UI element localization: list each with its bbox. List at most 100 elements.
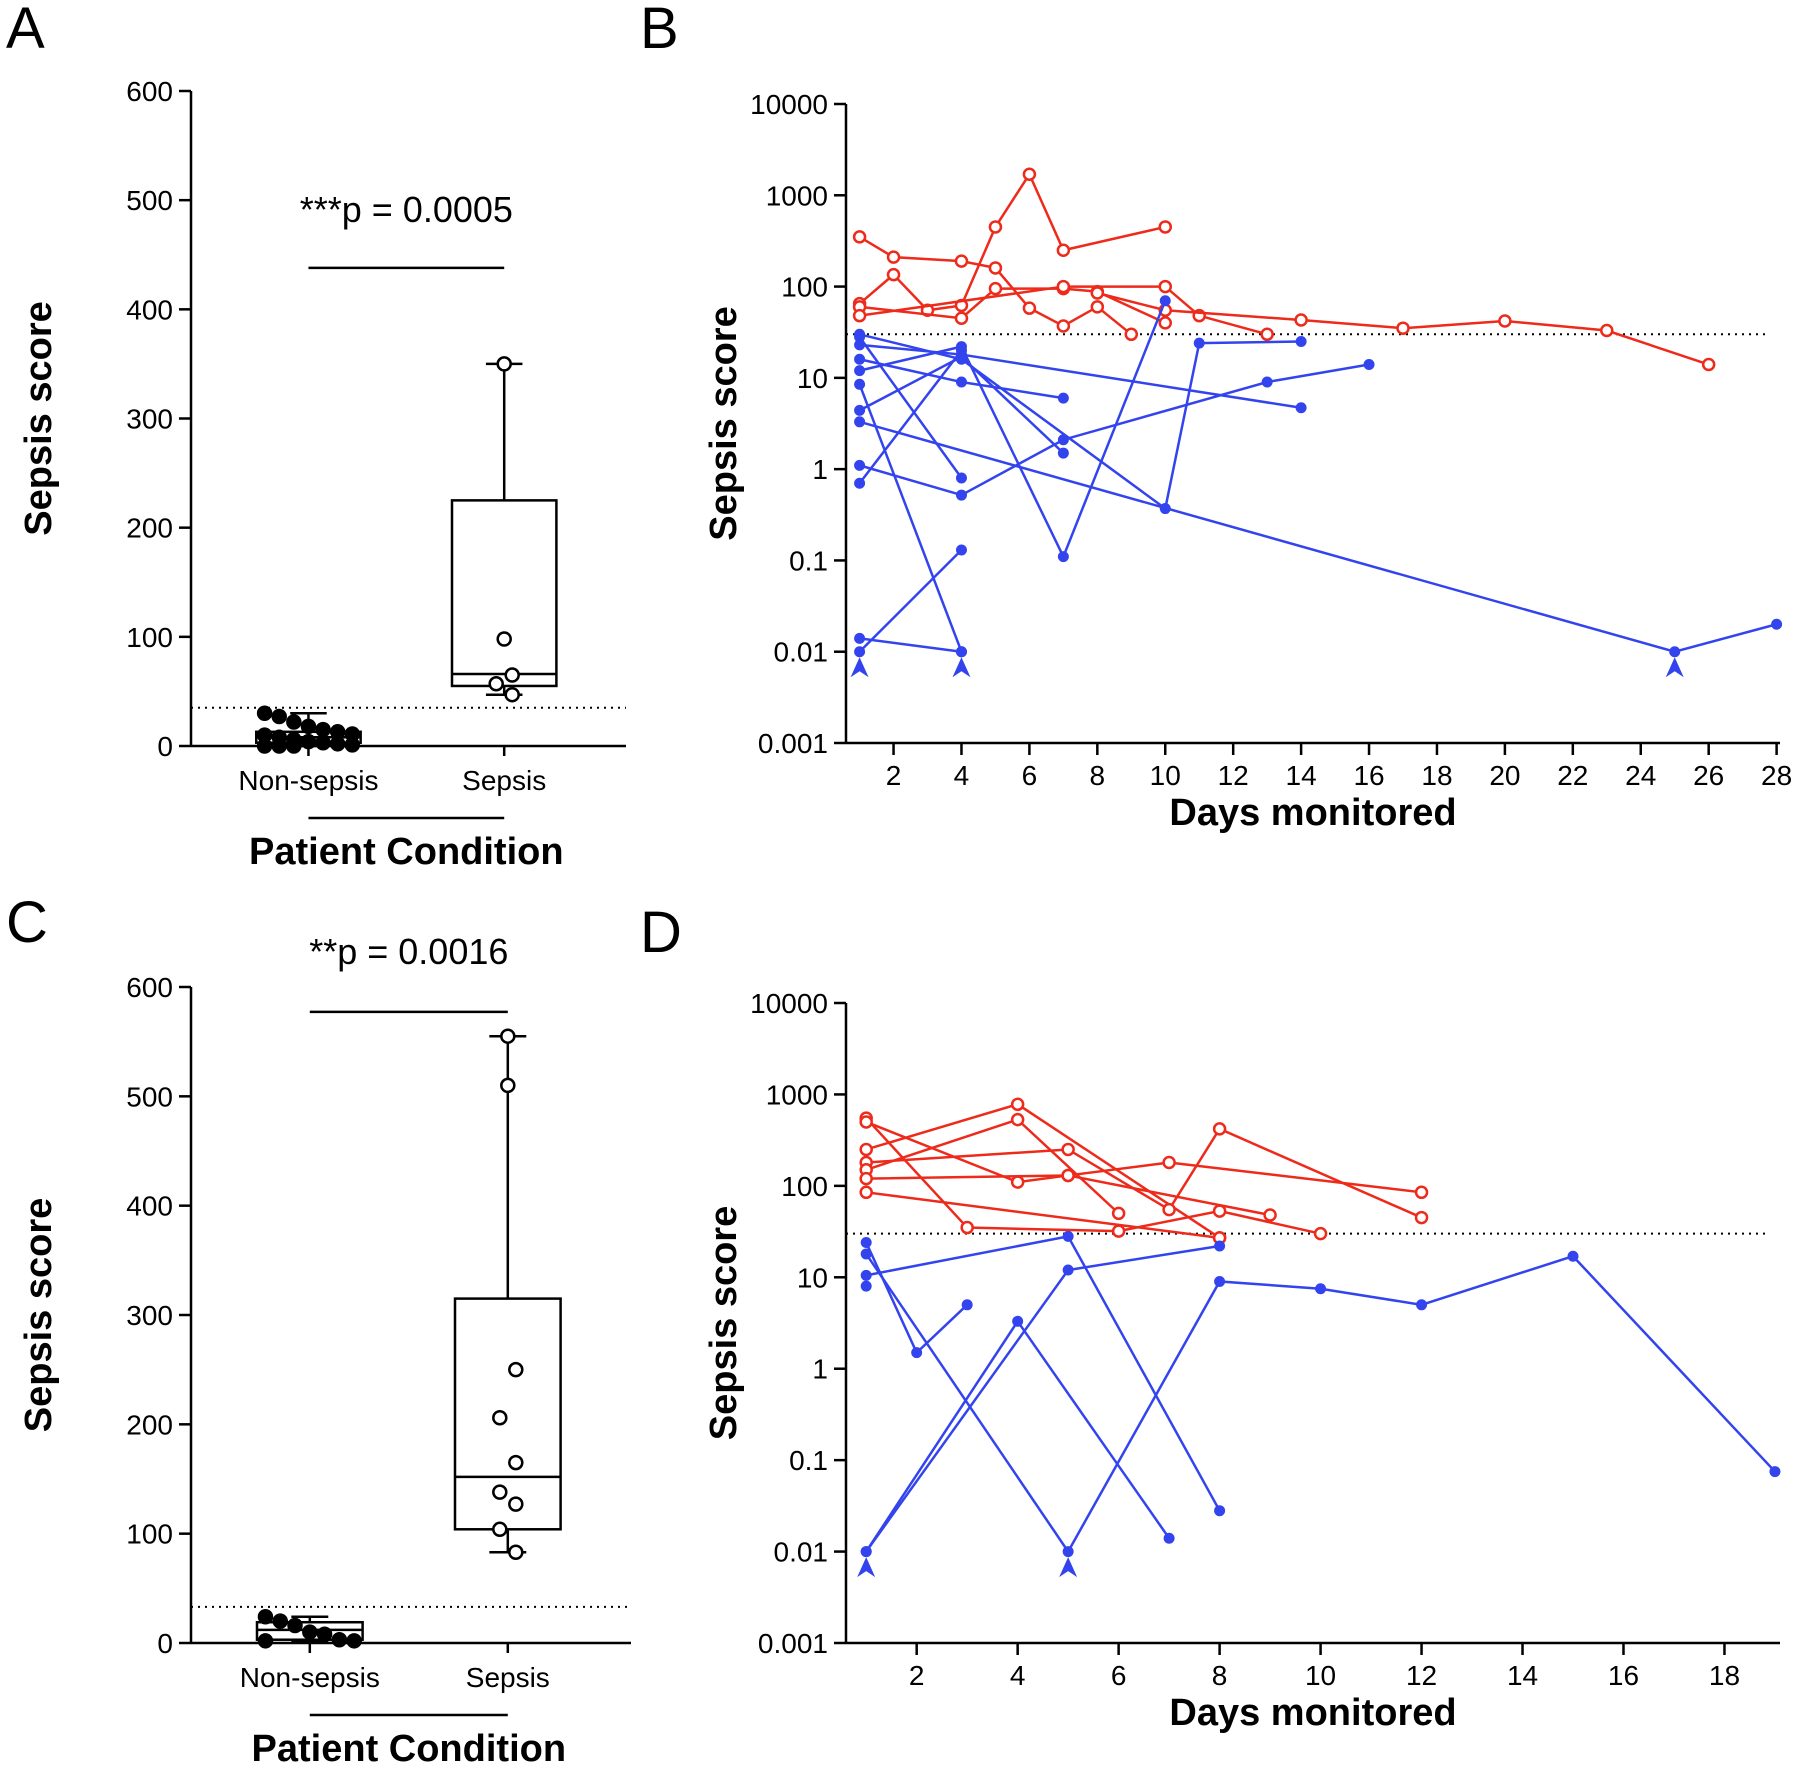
data-point <box>1771 618 1783 630</box>
data-point <box>886 267 901 282</box>
x-tick-label: 12 <box>1218 760 1249 791</box>
data-point <box>1214 1240 1226 1252</box>
x-tick-label: 2 <box>886 760 902 791</box>
y-tick-label: 0.001 <box>758 1628 828 1659</box>
data-point <box>496 631 512 647</box>
data-point <box>488 676 504 692</box>
data-point <box>911 1347 923 1359</box>
y-tick-label: 200 <box>126 513 173 544</box>
data-point <box>852 230 867 244</box>
data-point <box>1057 447 1069 459</box>
data-point <box>508 1544 524 1561</box>
x-tick-label: 24 <box>1625 760 1656 791</box>
data-point <box>854 365 866 377</box>
data-point <box>1159 295 1171 307</box>
series-line <box>865 1117 1321 1235</box>
data-point <box>854 353 866 365</box>
data-point <box>854 646 866 658</box>
data-point <box>1124 327 1139 342</box>
data-point <box>256 705 273 721</box>
data-point <box>1193 337 1205 349</box>
data-point <box>1295 402 1307 414</box>
data-point <box>1294 313 1308 327</box>
data-point <box>859 1142 873 1157</box>
data-point <box>496 356 512 372</box>
data-point <box>287 1617 303 1634</box>
data-point <box>1261 376 1273 388</box>
data-point <box>508 1454 524 1471</box>
x-tick-label: Non-sepsis <box>238 765 378 796</box>
data-point <box>1090 300 1105 314</box>
y-tick-label: 1 <box>812 1354 828 1385</box>
series-line <box>858 171 1166 312</box>
data-point <box>1162 1155 1176 1170</box>
detection-arrow <box>857 1557 876 1578</box>
panel-0: A 0 100 200 300 400 500 600 Sepsis score Non-seps… <box>6 0 626 873</box>
data-point <box>1111 1224 1126 1238</box>
y-tick-label: 300 <box>126 1300 173 1331</box>
x-tick-label: 18 <box>1421 760 1452 791</box>
data-point <box>492 1484 508 1500</box>
x-tick-label: 10 <box>1305 1660 1336 1691</box>
data-point <box>1158 316 1173 330</box>
data-point <box>1062 1546 1074 1558</box>
data-point <box>859 1171 873 1186</box>
data-point <box>854 328 866 340</box>
y-tick-label: 400 <box>126 1191 173 1222</box>
data-point <box>955 376 967 388</box>
y-tick-label: 1 <box>812 454 828 485</box>
data-point <box>1022 167 1037 181</box>
data-point <box>1295 336 1307 348</box>
x-tick-label: Non-sepsis <box>240 1662 380 1693</box>
data-point <box>1363 359 1375 371</box>
data-point <box>329 736 346 752</box>
data-point <box>1498 314 1512 328</box>
x-tick-label: 6 <box>1111 1660 1127 1691</box>
x-tick-label: 18 <box>1709 1660 1740 1691</box>
series-line <box>859 300 1167 560</box>
data-point <box>1396 321 1410 335</box>
y-tick-label: 100 <box>126 1519 173 1550</box>
data-point <box>988 220 1003 234</box>
data-point <box>1010 1112 1025 1127</box>
series-line <box>859 420 1777 654</box>
y-tick-label: 400 <box>126 294 173 325</box>
data-point <box>300 733 317 750</box>
data-point <box>492 1521 508 1538</box>
data-point <box>300 718 317 735</box>
data-point <box>854 339 866 351</box>
significance-label: ***p = 0.0005 <box>300 189 513 230</box>
data-point <box>955 646 967 658</box>
data-point <box>1414 1210 1429 1225</box>
x-tick-label: 6 <box>1022 760 1038 791</box>
significance-label: **p = 0.0016 <box>309 931 508 972</box>
x-tick-label: 14 <box>1286 760 1317 791</box>
series-line <box>865 1118 1120 1215</box>
x-tick-label: 8 <box>1090 760 1106 791</box>
data-point <box>1056 279 1071 294</box>
data-point <box>1022 301 1037 315</box>
data-point <box>1313 1226 1328 1241</box>
detection-arrow <box>952 657 971 678</box>
data-point <box>256 738 273 754</box>
data-point <box>859 1115 873 1129</box>
x-tick-label: 4 <box>954 760 970 791</box>
data-point <box>954 311 969 325</box>
data-point <box>854 477 866 489</box>
data-point <box>504 667 520 683</box>
x-tick-label: Sepsis <box>466 1662 550 1693</box>
data-point <box>1669 646 1681 658</box>
data-point <box>860 1248 872 1260</box>
data-point <box>1263 1208 1277 1222</box>
data-point <box>854 404 866 416</box>
data-point <box>504 686 520 703</box>
y-tick-label: 0 <box>157 1628 173 1659</box>
panel-label: A <box>6 0 45 61</box>
data-point <box>886 250 901 264</box>
panel-label: B <box>640 0 679 61</box>
y-tick-label: 10 <box>797 363 828 394</box>
data-point <box>1769 1466 1781 1478</box>
data-point <box>315 734 331 751</box>
y-tick-label: 300 <box>126 404 173 435</box>
data-point <box>859 1185 873 1200</box>
